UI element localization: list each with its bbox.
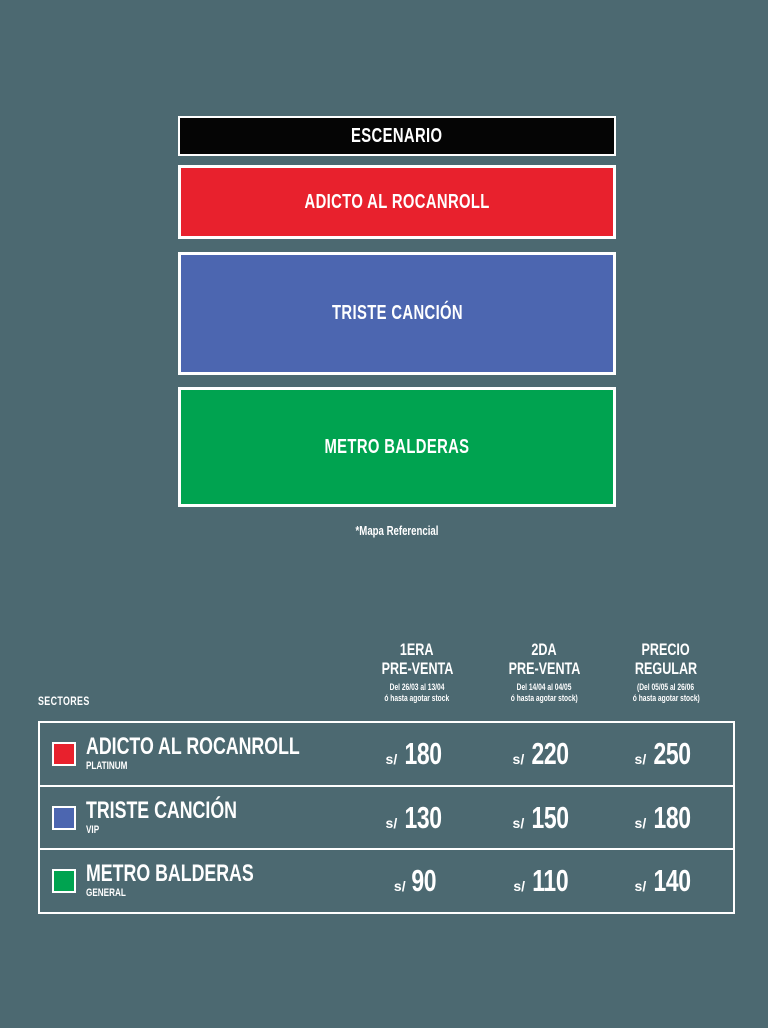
column-header-1era-preventa: 1ERA PRE-VENTA Del 26/03 al 13/04 ó hast…	[347, 640, 487, 716]
column-dates-line1: (Del 05/05 al 26/06	[637, 682, 695, 692]
column-header-precio-regular: PRECIO REGULAR (Del 05/05 al 26/06 ó has…	[596, 640, 736, 716]
table-row-triste-cancion: TRISTE CANCIÓN VIP s/130 s/150 s/180	[40, 787, 733, 851]
column-title-line2: PRE-VENTA	[508, 659, 580, 678]
price-amount: 250	[653, 735, 692, 771]
price-amount: 90	[410, 863, 436, 899]
zone-adicto-al-rocanroll: ADICTO AL ROCANROLL	[178, 165, 616, 239]
column-dates: Del 26/03 al 13/04 ó hasta agotar stock	[347, 682, 487, 704]
map-reference-note: *Mapa Referencial	[178, 523, 616, 538]
column-title: 1ERA PRE-VENTA	[347, 640, 487, 678]
column-title-line2: REGULAR	[634, 659, 698, 678]
column-dates-line1: Del 26/03 al 13/04	[389, 682, 445, 692]
sectores-label: SECTORES	[38, 694, 108, 708]
row-sector-name: METRO BALDERAS	[86, 860, 254, 888]
green-swatch	[52, 869, 76, 894]
blue-swatch	[52, 805, 76, 830]
price-amount: 180	[653, 799, 692, 835]
price-amount: 110	[532, 863, 569, 899]
column-title-line1: 1ERA	[400, 640, 434, 659]
red-swatch	[52, 741, 76, 766]
zone-label: TRISTE CANCIÓN	[331, 302, 463, 324]
column-dates-line2: ó hasta agotar stock)	[510, 693, 578, 703]
sectores-label-text: SECTORES	[38, 694, 90, 708]
column-dates-line2: ó hasta agotar stock)	[632, 693, 700, 703]
table-row-metro-balderas: METRO BALDERAS GENERAL s/90 s/110 s/140	[40, 850, 733, 912]
column-title-line1: PRECIO	[641, 640, 691, 659]
row-tier-name: PLATINUM	[86, 759, 128, 772]
column-title-line2: PRE-VENTA	[381, 659, 453, 678]
row-tier-name: GENERAL	[86, 887, 126, 900]
currency-symbol: s/	[512, 750, 525, 767]
price-cell: s/130	[357, 787, 477, 849]
column-header-2da-preventa: 2DA PRE-VENTA Del 14/04 al 04/05 ó hasta…	[474, 640, 614, 716]
column-title: PRECIO REGULAR	[596, 640, 736, 678]
row-tier-name: VIP	[86, 823, 100, 836]
price-cell: s/90	[357, 850, 477, 912]
price-amount: 180	[404, 735, 443, 771]
price-cell: s/140	[606, 850, 726, 912]
currency-symbol: s/	[512, 814, 525, 831]
stage-escenario-bar: ESCENARIO	[178, 116, 616, 156]
column-dates-line2: ó hasta agotar stock	[384, 693, 450, 703]
price-cell: s/250	[606, 723, 726, 785]
price-cell: s/150	[484, 787, 604, 849]
map-reference-note-text: *Mapa Referencial	[355, 523, 439, 538]
column-title-line1: 2DA	[531, 640, 557, 659]
currency-symbol: s/	[634, 814, 647, 831]
row-sector-name: ADICTO AL ROCANROLL	[86, 732, 300, 760]
currency-symbol: s/	[385, 750, 398, 767]
price-cell: s/180	[606, 787, 726, 849]
column-dates: (Del 05/05 al 26/06 ó hasta agotar stock…	[596, 682, 736, 704]
currency-symbol: s/	[513, 878, 526, 895]
row-labels: TRISTE CANCIÓN VIP	[86, 796, 290, 837]
row-sector-name: TRISTE CANCIÓN	[86, 796, 237, 824]
row-labels: METRO BALDERAS GENERAL	[86, 862, 313, 900]
price-cell: s/180	[357, 723, 477, 785]
currency-symbol: s/	[634, 878, 647, 895]
currency-symbol: s/	[634, 750, 647, 767]
stage-escenario-label: ESCENARIO	[351, 124, 443, 147]
row-labels: ADICTO AL ROCANROLL PLATINUM	[86, 732, 375, 773]
price-cell: s/110	[484, 850, 604, 912]
currency-symbol: s/	[385, 814, 398, 831]
zone-label: ADICTO AL ROCANROLL	[304, 190, 490, 213]
zone-metro-balderas: METRO BALDERAS	[178, 387, 616, 507]
zone-label: METRO BALDERAS	[324, 435, 470, 458]
pricing-table: ADICTO AL ROCANROLL PLATINUM s/180 s/220…	[38, 721, 735, 914]
price-amount: 150	[531, 799, 570, 835]
table-row-adicto-al-rocanroll: ADICTO AL ROCANROLL PLATINUM s/180 s/220…	[40, 723, 733, 787]
price-amount: 220	[531, 735, 570, 771]
price-amount: 140	[653, 863, 692, 899]
currency-symbol: s/	[393, 878, 406, 895]
zone-triste-cancion: TRISTE CANCIÓN	[178, 252, 616, 375]
column-title: 2DA PRE-VENTA	[474, 640, 614, 678]
column-dates: Del 14/04 al 04/05 ó hasta agotar stock)	[474, 682, 614, 704]
column-dates-line1: Del 14/04 al 04/05	[516, 682, 572, 692]
price-cell: s/220	[484, 723, 604, 785]
price-amount: 130	[404, 799, 443, 835]
